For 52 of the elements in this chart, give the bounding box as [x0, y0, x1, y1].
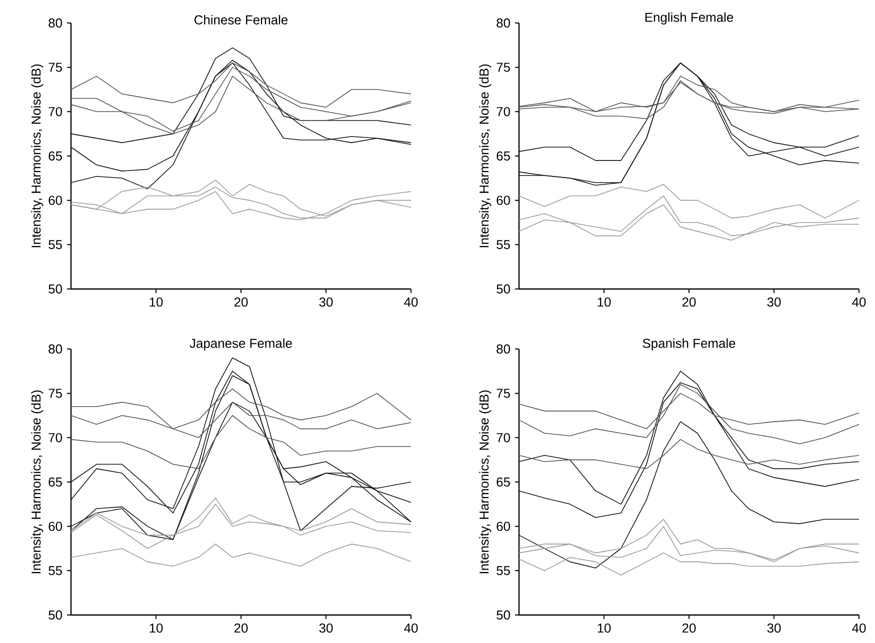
y-tick-label: 75	[48, 62, 62, 72]
chart-title: English Female	[645, 12, 734, 24]
x-tick-label: 30	[767, 297, 781, 307]
y-axis-title: Intensity, Harmonics, Noise (dB)	[31, 64, 44, 248]
chart-title: Chinese Female	[194, 14, 288, 24]
y-tick-label: 65	[48, 151, 62, 161]
x-tick-label: 10	[598, 623, 611, 633]
y-tick-label: 60	[496, 196, 510, 205]
y-tick-label: 50	[48, 610, 62, 620]
x-tick-label: 40	[852, 297, 866, 307]
y-tick-label: 50	[496, 610, 510, 620]
y-tick-label: 60	[48, 522, 62, 531]
x-tick-label: 20	[682, 297, 696, 307]
y-axis-title: Intensity, Harmonics, Noise (dB)	[479, 390, 492, 574]
y-tick-label: 70	[496, 433, 510, 442]
y-tick-label: 50	[48, 284, 62, 294]
x-tick-label: 20	[234, 623, 248, 633]
y-tick-label: 65	[496, 477, 510, 487]
y-tick-label: 55	[496, 566, 510, 576]
y-tick-label: 70	[48, 107, 62, 116]
x-tick-label: 10	[150, 297, 163, 307]
y-tick-label: 65	[496, 151, 510, 161]
x-tick-label: 40	[404, 623, 418, 633]
x-tick-label: 20	[682, 623, 696, 633]
y-tick-label: 75	[496, 388, 510, 398]
y-tick-label: 80	[48, 18, 62, 28]
x-tick-label: 30	[319, 623, 333, 633]
chart-title: Japanese Female	[190, 338, 292, 350]
x-tick-label: 20	[234, 297, 248, 307]
chart-title: Spanish Female	[642, 338, 736, 350]
y-tick-label: 55	[48, 566, 62, 576]
y-tick-label: 55	[48, 240, 62, 250]
x-tick-label: 10	[150, 623, 163, 633]
y-tick-label: 70	[496, 107, 510, 116]
x-tick-label: 30	[319, 297, 333, 307]
x-tick-label: 30	[767, 623, 781, 633]
x-tick-label: 40	[404, 297, 418, 307]
y-tick-label: 60	[48, 196, 62, 205]
y-tick-label: 60	[496, 522, 510, 531]
y-tick-label: 80	[496, 18, 510, 28]
y-tick-label: 70	[48, 433, 62, 442]
y-tick-label: 75	[496, 62, 510, 72]
y-tick-label: 80	[496, 344, 510, 354]
y-tick-label: 75	[48, 388, 62, 398]
y-tick-label: 80	[48, 344, 62, 354]
y-tick-label: 65	[48, 477, 62, 487]
x-tick-label: 40	[852, 623, 866, 633]
y-tick-label: 50	[496, 284, 510, 294]
x-tick-label: 10	[598, 297, 611, 307]
y-axis-title: Intensity, Harmonics, Noise (dB)	[479, 64, 492, 248]
y-axis-title: Intensity, Harmonics, Noise (dB)	[31, 390, 44, 574]
y-tick-label: 55	[496, 240, 510, 250]
